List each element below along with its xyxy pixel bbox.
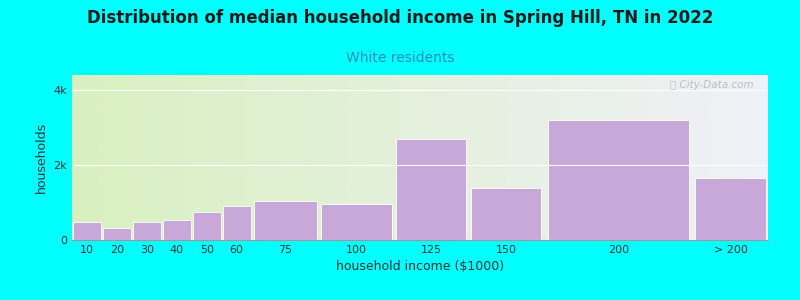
Text: ⓘ City-Data.com: ⓘ City-Data.com [670, 80, 754, 90]
Bar [548, 120, 689, 240]
X-axis label: household income ($1000): household income ($1000) [336, 260, 504, 273]
Bar [695, 178, 766, 240]
Y-axis label: households: households [35, 122, 48, 193]
Bar [322, 204, 391, 240]
Bar [73, 222, 101, 240]
Bar [396, 139, 466, 240]
Bar [222, 206, 250, 240]
Bar [471, 188, 542, 240]
Bar [133, 222, 161, 240]
Bar [193, 212, 221, 240]
Bar [254, 201, 317, 240]
Text: Distribution of median household income in Spring Hill, TN in 2022: Distribution of median household income … [87, 9, 713, 27]
Bar [162, 220, 191, 240]
Bar [103, 228, 131, 240]
Text: White residents: White residents [346, 51, 454, 65]
